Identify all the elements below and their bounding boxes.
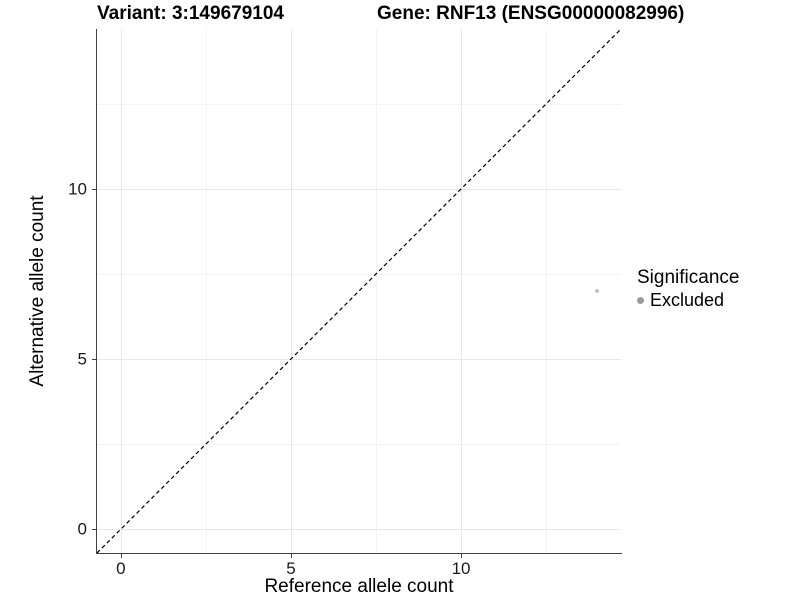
plot-title-gene: Gene: RNF13 (ENSG00000082996) <box>377 3 685 24</box>
y-tick-mark <box>92 359 97 361</box>
y-major-gridline <box>97 359 621 361</box>
plot-panel: 0 5 10 0 5 10 <box>68 29 621 578</box>
y-minor-gridline <box>97 273 621 275</box>
x-tick-mark <box>461 553 463 558</box>
legend-entry-excluded: Excluded <box>637 290 739 310</box>
x-minor-gridline <box>546 29 548 553</box>
x-major-gridline <box>290 29 292 553</box>
x-axis-line <box>96 553 622 554</box>
x-minor-gridline <box>205 29 207 553</box>
y-axis-title: Alternative allele count <box>27 195 48 387</box>
x-tick-mark <box>120 553 122 558</box>
y-axis-line <box>96 29 97 554</box>
x-axis-title: Reference allele count <box>264 576 454 597</box>
y-minor-gridline <box>97 444 621 446</box>
x-major-gridline <box>120 29 122 553</box>
y-major-gridline <box>97 529 621 531</box>
y-tick-label: 5 <box>77 349 87 369</box>
legend-entry-label: Excluded <box>650 290 725 310</box>
x-minor-gridline <box>376 29 377 553</box>
y-tick-label: 0 <box>77 519 87 539</box>
legend: Significance Excluded <box>637 268 739 310</box>
x-tick-label: 5 <box>286 559 296 578</box>
y-tick-label: 10 <box>68 179 87 199</box>
identity-line-svg <box>97 29 621 553</box>
y-tick-mark <box>92 529 97 531</box>
identity-line <box>97 29 621 553</box>
legend-title: Significance <box>637 267 740 288</box>
data-point <box>595 289 600 293</box>
legend-key-dot-icon <box>637 296 644 304</box>
x-major-gridline <box>461 29 463 553</box>
x-tick-label: 0 <box>116 559 126 578</box>
x-tick-mark <box>290 553 292 558</box>
y-minor-gridline <box>97 103 621 105</box>
x-tick-label: 10 <box>451 559 471 578</box>
y-major-gridline <box>97 188 621 190</box>
plot-title-variant: Variant: 3:149679104 <box>97 3 284 24</box>
y-tick-mark <box>92 188 97 190</box>
